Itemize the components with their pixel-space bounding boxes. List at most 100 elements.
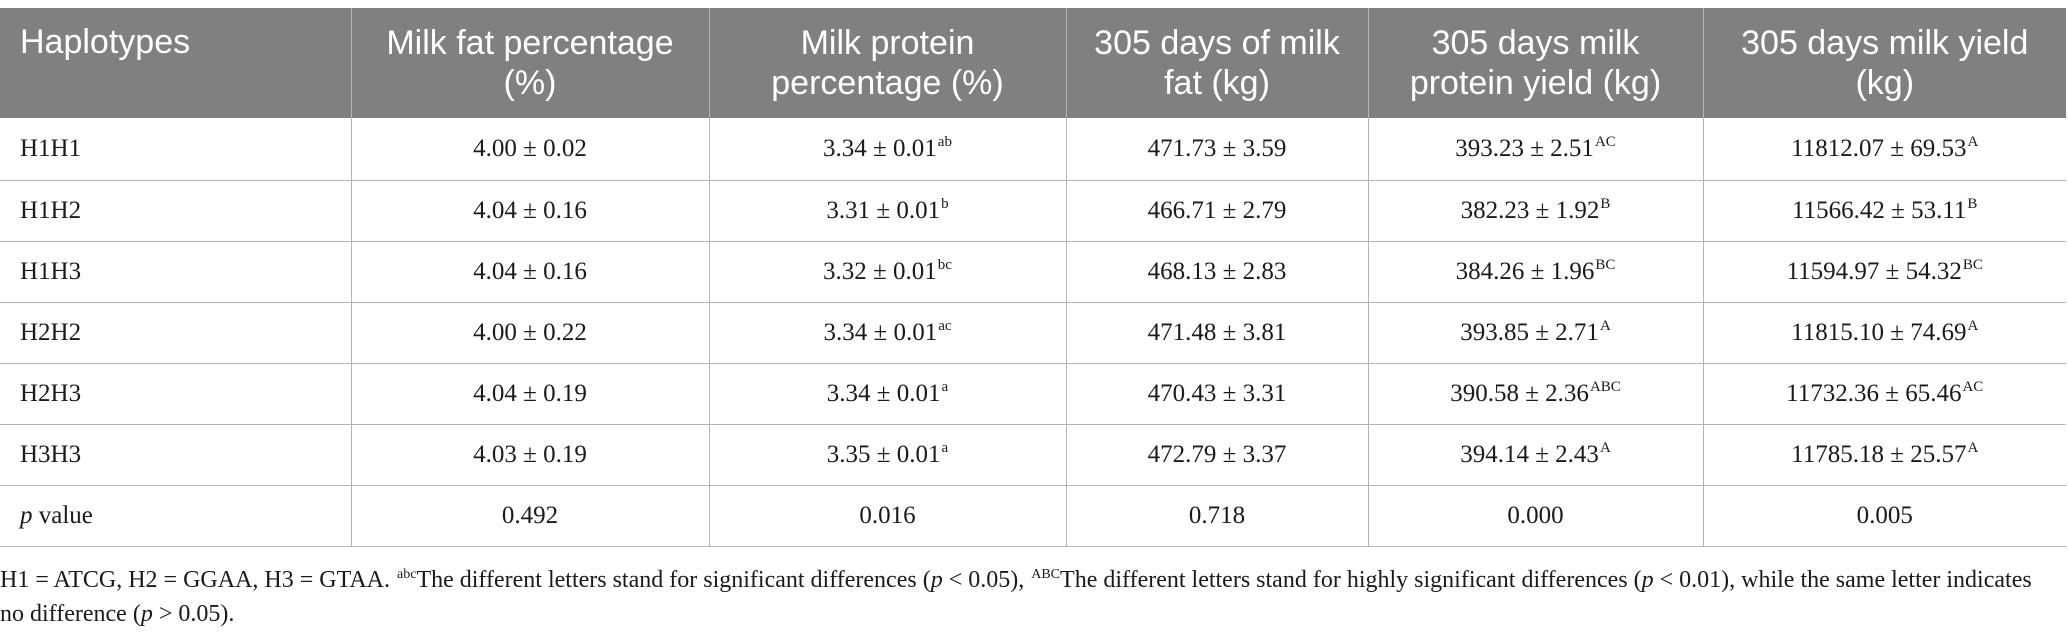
cell-haplotype: H2H3 bbox=[0, 363, 352, 425]
header-haplotypes: Haplotypes bbox=[0, 8, 352, 118]
cell-milk-kg: 11732.36 ± 65.46AC bbox=[1703, 363, 2066, 425]
cell-value: 393.23 ± 2.51 bbox=[1455, 134, 1594, 162]
cell-milk-kg: 11594.97 ± 54.32BC bbox=[1703, 241, 2066, 303]
footnote-text: > 0.05). bbox=[152, 601, 235, 627]
cell-milk-kg: 11785.18 ± 25.57A bbox=[1703, 424, 2066, 486]
footnote-p-symbol: p bbox=[140, 601, 153, 627]
cell-value: 11815.10 ± 74.69 bbox=[1791, 318, 1967, 346]
cell-value: 3.34 ± 0.01 bbox=[823, 134, 937, 162]
footnote-p-symbol: p bbox=[1641, 567, 1654, 593]
header-305-days-milk-yield: 305 days milk yield (kg) bbox=[1703, 8, 2066, 118]
cell-p-protein-kg: 0.000 bbox=[1368, 485, 1704, 547]
cell-protein-kg: 393.85 ± 2.71A bbox=[1368, 302, 1704, 364]
cell-haplotype: H1H1 bbox=[0, 118, 352, 181]
significance-superscript: a bbox=[941, 440, 949, 457]
haplotype-table: Haplotypes Milk fat percentage (%) Milk … bbox=[0, 8, 2066, 547]
cell-milk-kg: 11566.42 ± 53.11B bbox=[1703, 180, 2066, 242]
p-value-row: p value 0.492 0.016 0.718 0.000 0.005 bbox=[0, 485, 2066, 547]
significance-superscript: B bbox=[1967, 196, 1978, 213]
significance-superscript: A bbox=[1599, 440, 1611, 457]
significance-superscript: ac bbox=[938, 318, 952, 335]
cell-fat-pct: 4.04 ± 0.19 bbox=[351, 363, 710, 425]
cell-fat-kg: 471.48 ± 3.81 bbox=[1066, 302, 1369, 364]
footnote-text: The different letters stand for signific… bbox=[416, 567, 931, 593]
cell-value: 3.32 ± 0.01 bbox=[823, 257, 937, 285]
cell-haplotype: H1H3 bbox=[0, 241, 352, 303]
table-row: H3H3 4.03 ± 0.19 3.35 ± 0.01a 472.79 ± 3… bbox=[0, 424, 2066, 486]
significance-superscript: BC bbox=[1962, 257, 1983, 274]
cell-value: 11566.42 ± 53.11 bbox=[1792, 196, 1967, 224]
cell-fat-kg: 468.13 ± 2.83 bbox=[1066, 241, 1369, 303]
footnote-text: The different letters stand for highly s… bbox=[1060, 567, 1642, 593]
cell-protein-pct: 3.34 ± 0.01a bbox=[709, 363, 1067, 425]
table-header-row: Haplotypes Milk fat percentage (%) Milk … bbox=[0, 8, 2066, 118]
cell-value: 382.23 ± 1.92 bbox=[1460, 196, 1600, 224]
cell-value: 393.85 ± 2.71 bbox=[1460, 318, 1599, 346]
haplotype-table-container: Haplotypes Milk fat percentage (%) Milk … bbox=[0, 8, 2066, 547]
cell-fat-pct: 4.04 ± 0.16 bbox=[351, 180, 710, 242]
cell-protein-pct: 3.32 ± 0.01bc bbox=[709, 241, 1067, 303]
cell-value: 11812.07 ± 69.53 bbox=[1791, 134, 1967, 162]
cell-fat-pct: 4.03 ± 0.19 bbox=[351, 424, 710, 486]
p-symbol: p bbox=[20, 501, 33, 529]
cell-p-fat-pct: 0.492 bbox=[351, 485, 710, 547]
cell-fat-kg: 466.71 ± 2.79 bbox=[1066, 180, 1369, 242]
cell-p-fat-kg: 0.718 bbox=[1066, 485, 1369, 547]
footnote-text: < 0.05), bbox=[942, 567, 1031, 593]
cell-value: 3.35 ± 0.01 bbox=[826, 440, 941, 468]
cell-value: 3.34 ± 0.01 bbox=[823, 318, 938, 346]
cell-value: 390.58 ± 2.36 bbox=[1450, 379, 1589, 407]
cell-fat-kg: 472.79 ± 3.37 bbox=[1066, 424, 1369, 486]
cell-protein-kg: 384.26 ± 1.96BC bbox=[1368, 241, 1704, 303]
significance-superscript: ABC bbox=[1589, 379, 1621, 396]
cell-milk-kg: 11815.10 ± 74.69A bbox=[1703, 302, 2066, 364]
table-row: H2H2 4.00 ± 0.22 3.34 ± 0.01ac 471.48 ± … bbox=[0, 302, 2066, 364]
significance-superscript: B bbox=[1600, 196, 1611, 213]
cell-p-milk-kg: 0.005 bbox=[1703, 485, 2066, 547]
cell-value: 11785.18 ± 25.57 bbox=[1791, 440, 1967, 468]
table-row: H1H1 4.00 ± 0.02 3.34 ± 0.01ab 471.73 ± … bbox=[0, 118, 2066, 181]
significance-superscript: A bbox=[1967, 440, 1979, 457]
significance-superscript: b bbox=[941, 196, 949, 213]
cell-value: 394.14 ± 2.43 bbox=[1460, 440, 1599, 468]
footnote-text: < 0.01), while the same letter indicates… bbox=[0, 567, 2032, 627]
significance-superscript: A bbox=[1599, 318, 1611, 335]
cell-value: 11732.36 ± 65.46 bbox=[1786, 379, 1962, 407]
cell-protein-pct: 3.31 ± 0.01b bbox=[709, 180, 1067, 242]
header-milk-protein-percentage: Milk protein percentage (%) bbox=[709, 8, 1067, 118]
cell-protein-pct: 3.34 ± 0.01ac bbox=[709, 302, 1067, 364]
cell-protein-kg: 382.23 ± 1.92B bbox=[1368, 180, 1704, 242]
cell-haplotype: H1H2 bbox=[0, 180, 352, 242]
footnote-haplotype-key: H1 = ATCG, H2 = GGAA, H3 = GTAA. bbox=[0, 567, 397, 593]
footnote-sup-lowercase: abc bbox=[397, 567, 417, 582]
table-row: H1H3 4.04 ± 0.16 3.32 ± 0.01bc 468.13 ± … bbox=[0, 241, 2066, 303]
cell-fat-pct: 4.00 ± 0.22 bbox=[351, 302, 710, 364]
header-milk-fat-percentage: Milk fat percentage (%) bbox=[351, 8, 710, 118]
table-row: H1H2 4.04 ± 0.16 3.31 ± 0.01b 466.71 ± 2… bbox=[0, 180, 2066, 242]
table-footnote: H1 = ATCG, H2 = GGAA, H3 = GTAA. abcThe … bbox=[0, 563, 2058, 631]
cell-fat-pct: 4.04 ± 0.16 bbox=[351, 241, 710, 303]
significance-superscript: ab bbox=[937, 134, 952, 151]
cell-protein-kg: 394.14 ± 2.43A bbox=[1368, 424, 1704, 486]
significance-superscript: AC bbox=[1594, 134, 1616, 151]
significance-superscript: AC bbox=[1962, 379, 1984, 396]
cell-protein-pct: 3.35 ± 0.01a bbox=[709, 424, 1067, 486]
p-value-label-text: value bbox=[32, 501, 93, 529]
header-305-days-milk-protein-yield: 305 days milk protein yield (kg) bbox=[1368, 8, 1704, 118]
cell-protein-kg: 393.23 ± 2.51AC bbox=[1368, 118, 1704, 181]
cell-value: 11594.97 ± 54.32 bbox=[1786, 257, 1962, 285]
footnote-p-symbol: p bbox=[930, 567, 943, 593]
significance-superscript: A bbox=[1967, 318, 1979, 335]
table-row: H2H3 4.04 ± 0.19 3.34 ± 0.01a 470.43 ± 3… bbox=[0, 363, 2066, 425]
footnote-sup-uppercase: ABC bbox=[1031, 567, 1061, 582]
cell-p-value-label: p value bbox=[0, 485, 352, 547]
significance-superscript: A bbox=[1967, 134, 1979, 151]
cell-protein-pct: 3.34 ± 0.01ab bbox=[709, 118, 1067, 181]
cell-fat-kg: 471.73 ± 3.59 bbox=[1066, 118, 1369, 181]
significance-superscript: bc bbox=[937, 257, 952, 274]
cell-fat-kg: 470.43 ± 3.31 bbox=[1066, 363, 1369, 425]
cell-value: 384.26 ± 1.96 bbox=[1455, 257, 1595, 285]
cell-value: 3.31 ± 0.01 bbox=[826, 196, 941, 224]
cell-haplotype: H2H2 bbox=[0, 302, 352, 364]
cell-milk-kg: 11812.07 ± 69.53A bbox=[1703, 118, 2066, 181]
